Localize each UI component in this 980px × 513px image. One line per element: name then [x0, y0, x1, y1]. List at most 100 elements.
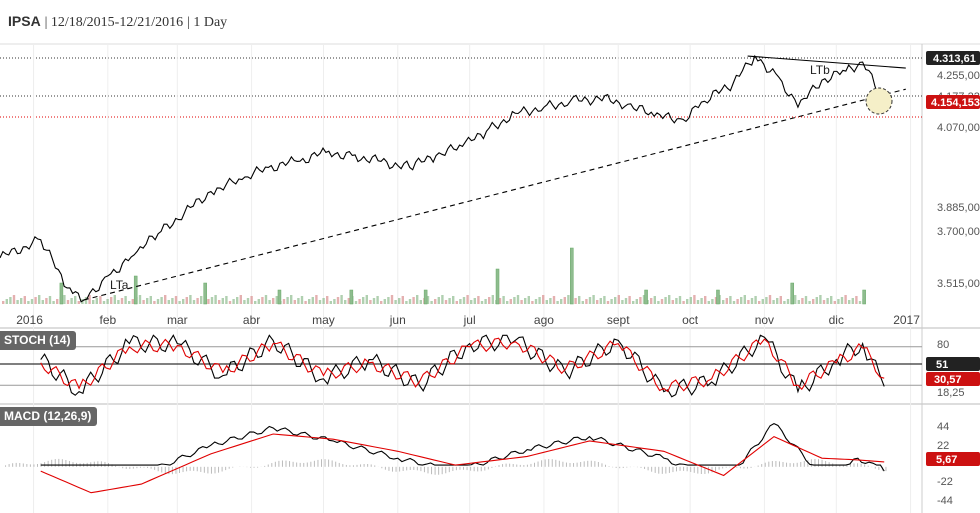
trendline-lta: [83, 88, 906, 301]
volume-bar: [804, 296, 808, 304]
volume-bar: [318, 300, 322, 304]
volume-bar: [783, 301, 786, 304]
stoch-d-line: [40, 337, 885, 393]
volume-bar: [434, 299, 437, 304]
volume-bar: [182, 299, 185, 304]
last-price-label: 4.154,153: [931, 97, 980, 109]
volume-bar: [308, 299, 311, 304]
volume-bar: [347, 298, 350, 304]
volume-bar: [106, 299, 109, 304]
volume-bar: [570, 247, 574, 305]
volume-bar: [664, 297, 667, 304]
macd-y-tick: -44: [937, 495, 953, 507]
x-tick-label: jul: [463, 313, 476, 327]
volume-bar: [99, 296, 102, 304]
stoch-d-label: 30,57: [934, 374, 962, 386]
volume-bar: [369, 300, 372, 304]
volume-bar: [254, 301, 257, 304]
volume-bar: [336, 297, 340, 304]
volume-bar: [185, 297, 188, 304]
volume-bar: [635, 299, 638, 304]
volume-bar: [5, 299, 8, 304]
macd-label[interactable]: MACD (12,26,9): [0, 407, 98, 426]
volume-bar: [207, 299, 210, 304]
volume-bar: [851, 298, 854, 304]
x-tick-label: 2016: [16, 313, 43, 327]
volume-bar: [203, 282, 207, 305]
volume-bar: [516, 295, 520, 304]
volume-bar: [524, 298, 527, 304]
volume-bar: [617, 295, 620, 304]
volume-bar: [671, 300, 674, 304]
trendline-ltb: [747, 55, 906, 69]
volume-bar: [632, 301, 635, 304]
volume-bar: [84, 297, 88, 304]
stoch-label[interactable]: STOCH (14): [0, 331, 77, 350]
x-tick-label: may: [312, 313, 335, 327]
volume-bar: [506, 301, 509, 304]
volume-bar: [513, 297, 516, 304]
stoch-k-box: [926, 357, 980, 371]
price-line: [0, 54, 885, 303]
volume-bar: [772, 300, 775, 304]
volume-bar: [509, 299, 512, 304]
volume-bar: [340, 295, 343, 304]
volume-bar: [790, 282, 795, 305]
volume-bar: [200, 296, 203, 304]
volume-bar: [484, 299, 487, 304]
volume-bar: [585, 299, 588, 304]
volume-bar: [628, 296, 631, 304]
volume-bar: [362, 297, 365, 304]
volume-bar: [225, 296, 228, 304]
volume-bar: [826, 298, 829, 304]
volume-bar: [408, 299, 412, 304]
volume-bar: [383, 299, 386, 304]
volume-bar: [304, 301, 307, 304]
volume-bar: [588, 297, 592, 304]
volume-bar: [743, 295, 746, 304]
volume-bar: [779, 296, 782, 304]
volume-bar: [344, 300, 347, 304]
volume-bar: [711, 299, 714, 304]
volume-bar: [401, 296, 404, 304]
macd-y-tick: 44: [937, 421, 949, 433]
volume-bar: [277, 289, 282, 305]
chart-header: IPSA | 12/18/2015-12/21/2016 | 1 Day: [8, 13, 228, 30]
volume-bar: [696, 300, 700, 304]
stoch-d-box: [926, 372, 980, 386]
price-y-tick: 4.255,00: [937, 70, 980, 82]
volume-bar: [621, 300, 624, 304]
volume-bar: [563, 297, 566, 304]
volume-bar: [243, 300, 246, 304]
volume-bar: [358, 299, 361, 304]
x-tick-label: ago: [534, 313, 554, 327]
x-tick-label: feb: [99, 313, 116, 327]
stoch-k-label: 51: [936, 359, 948, 371]
high-price-box: [926, 51, 980, 65]
volume-bar: [59, 282, 64, 305]
volume-bar: [376, 296, 379, 304]
volume-bar: [452, 296, 455, 304]
volume-bar: [322, 298, 325, 304]
volume-bar: [495, 268, 500, 305]
stoch-y-tick: 18,25: [937, 387, 965, 399]
volume-bar: [63, 295, 66, 304]
volume-bar: [596, 300, 599, 304]
volume-bar: [624, 298, 628, 304]
volume-bar: [644, 289, 648, 305]
volume-bar: [56, 299, 59, 304]
macd-signal-line: [40, 433, 885, 494]
volume-bar: [153, 301, 156, 304]
volume-bar: [848, 300, 851, 304]
price-y-tick: 3.515,00: [937, 278, 980, 290]
volume-bar: [686, 299, 689, 304]
volume-bar: [66, 300, 70, 304]
volume-bar: [45, 298, 48, 304]
macd-y-tick: 22: [937, 440, 949, 452]
volume-bar: [704, 296, 707, 304]
volume-bar: [27, 301, 30, 304]
volume-bar: [290, 295, 293, 304]
volume-bar: [534, 299, 538, 304]
volume-bar: [9, 297, 12, 304]
